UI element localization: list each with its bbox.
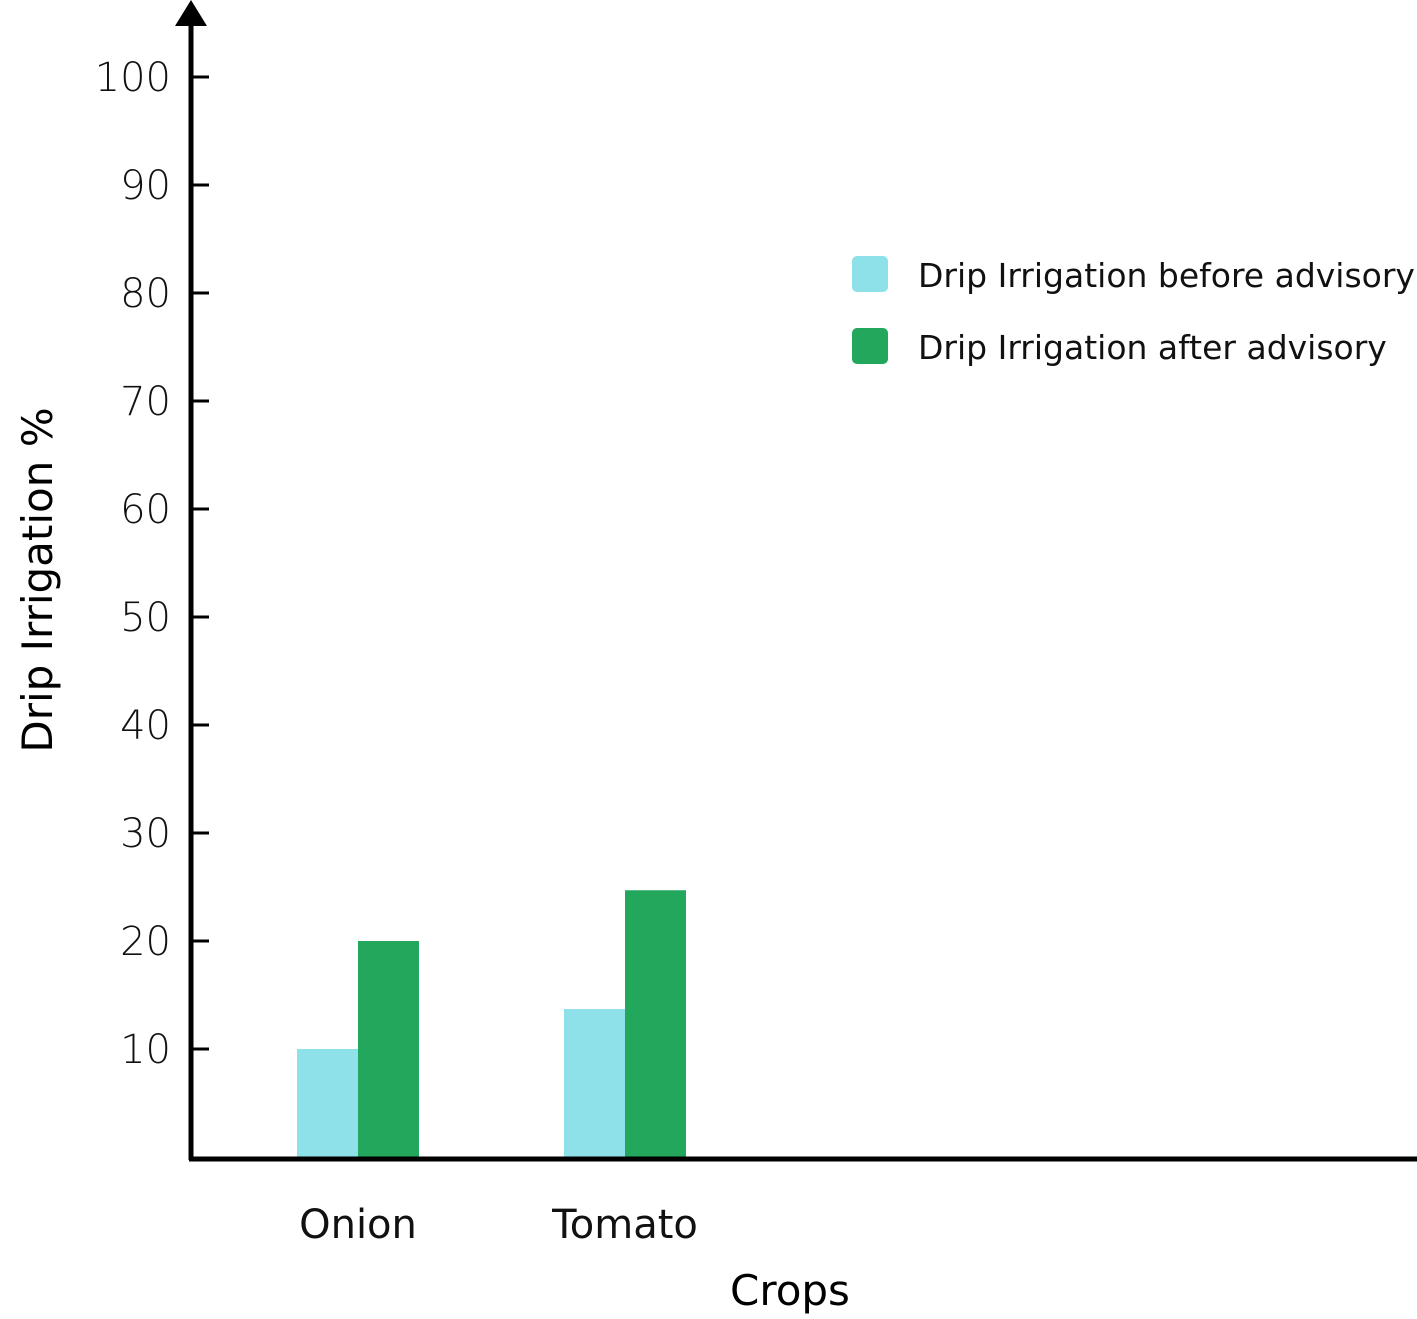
y-tick-label: 20	[120, 919, 171, 965]
y-tick-label: 90	[120, 163, 171, 209]
y-tick-label: 50	[120, 595, 171, 641]
bar-tomato-series-1	[564, 1009, 625, 1157]
legend-swatch	[852, 328, 888, 364]
legend-label: Drip Irrigation before advisory	[918, 256, 1415, 295]
y-tick-label: 70	[120, 379, 171, 425]
legend: Drip Irrigation before advisory Drip Irri…	[852, 256, 1415, 367]
legend-label: Drip Irrigation after advisory	[918, 328, 1387, 367]
bar-onion-series-1	[297, 1049, 358, 1157]
y-axis-title: Drip Irrigation %	[13, 407, 62, 752]
x-axis-title: Crops	[730, 1266, 850, 1315]
y-ticks-group: 10 20 30 40 50 60 70 80 90 100	[95, 55, 209, 1073]
x-tick-label: Onion	[299, 1202, 417, 1248]
y-tick-label: 40	[120, 703, 171, 749]
x-tick-labels-group: Onion Tomato	[299, 1202, 698, 1248]
y-tick-label: 100	[95, 55, 171, 101]
y-tick-label: 30	[120, 811, 171, 857]
axes-group	[175, 0, 1417, 1162]
y-tick-label: 80	[120, 271, 171, 317]
bar-tomato-series-2	[625, 890, 686, 1157]
bars-group	[297, 890, 686, 1157]
y-tick-label: 60	[120, 487, 171, 533]
y-tick-label: 10	[120, 1027, 171, 1073]
y-axis-arrow-icon	[175, 0, 207, 26]
x-tick-label: Tomato	[551, 1202, 698, 1248]
bar-onion-series-2	[358, 941, 419, 1157]
legend-swatch	[852, 256, 888, 292]
